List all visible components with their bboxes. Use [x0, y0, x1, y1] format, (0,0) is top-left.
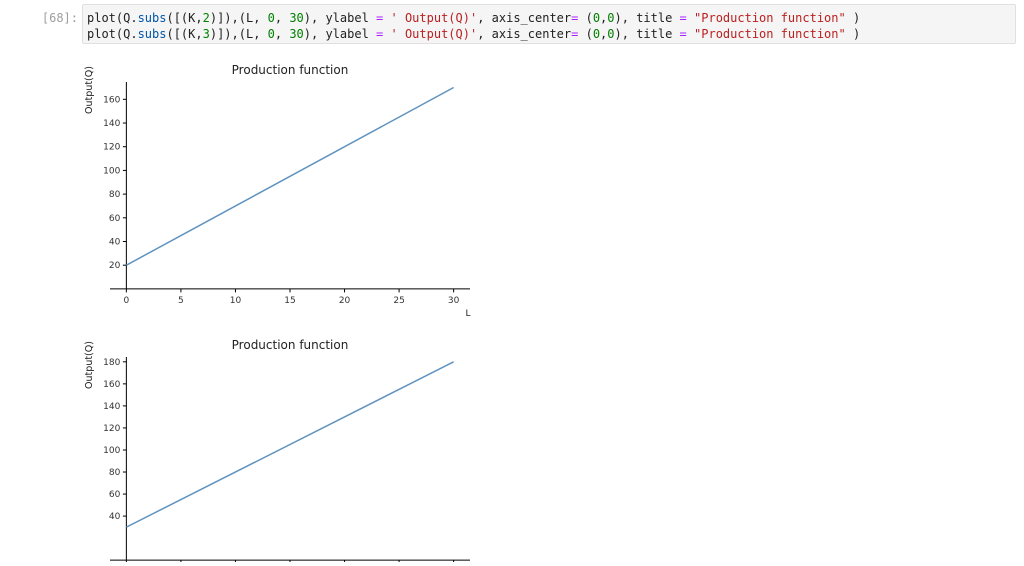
y-tick-label: 80 [109, 190, 121, 200]
code-token: = [571, 11, 579, 25]
chart-1: Production functionOutput(Q)204060801001… [84, 63, 471, 319]
chart-title: Production function [232, 63, 349, 77]
code-token: ( [578, 11, 593, 25]
y-axis-label: Output(Q) [84, 341, 95, 389]
code-token: 0 [592, 27, 601, 41]
y-tick-label: 100 [103, 166, 120, 176]
code-token: = [679, 11, 687, 25]
cell-prompt: [68]: [41, 11, 78, 25]
code-token: ), title [614, 11, 680, 25]
code-token: ( [578, 27, 593, 41]
cell-output: Production function Output(Q) 20 40 60 80 100 1… [82, 52, 502, 564]
code-token: ) [845, 27, 861, 41]
code-token: , axis_center [477, 27, 572, 41]
output-figures: Production functionOutput(Q)204060801001… [84, 63, 471, 564]
y-tick-label: 40 [109, 238, 121, 248]
code-token: 0 [592, 11, 601, 25]
code-token: "Production function" [694, 11, 846, 25]
series-line [126, 361, 454, 528]
y-tick-label: 120 [103, 424, 120, 434]
x-tick-label: 25 [393, 296, 404, 306]
code-token: , [600, 27, 608, 41]
code-token: ), ylabel [303, 11, 377, 25]
code-token: ), ylabel [303, 27, 377, 41]
code-token [687, 11, 694, 25]
code-token: ' Output(Q)' [390, 27, 478, 41]
series-line [126, 86, 454, 266]
code-token: "Production function" [694, 27, 846, 41]
code-cell[interactable]: plot(Q.subs([(K,2)]),(L, 0, 30), ylabel … [82, 4, 1016, 44]
code-token: ) [845, 11, 861, 25]
code-token: )]),(L, [209, 11, 268, 25]
code-line: plot(Q.subs([(K,3)]),(L, 0, 30), ylabel … [87, 26, 1011, 42]
y-tick-label: 100 [103, 446, 120, 456]
y-tick-label: 20 [109, 261, 121, 271]
code-token: = [376, 27, 384, 41]
x-tick-label: 0 [123, 296, 129, 306]
y-tick-label: 140 [103, 402, 120, 412]
code-token: , axis_center [477, 11, 572, 25]
code-token: subs [137, 27, 167, 41]
code-token: 0 [267, 11, 275, 25]
code-token: = [571, 27, 579, 41]
chart-title: Production function [232, 338, 349, 352]
code-token: ([(K, [166, 11, 203, 25]
code-token: 30 [289, 27, 304, 41]
code-token [383, 27, 390, 41]
y-tick-label: 160 [103, 95, 120, 105]
code-token: 2 [202, 11, 210, 25]
code-token: = [679, 27, 687, 41]
y-tick-label: 60 [109, 214, 121, 224]
x-tick-label: 10 [230, 296, 242, 306]
x-tick-label: 15 [284, 296, 295, 306]
code-token: )]),(L, [209, 27, 268, 41]
y-tick-label: 140 [103, 119, 120, 129]
code-token: 0 [267, 27, 275, 41]
x-axis-label: L [465, 309, 470, 319]
code-token: plot(Q. [87, 11, 138, 25]
code-token: ), title [614, 27, 680, 41]
x-tick-label: 20 [339, 296, 351, 306]
code-token: = [376, 11, 384, 25]
y-tick-label: 80 [109, 468, 121, 478]
code-token: 0 [607, 11, 615, 25]
code-token: ' Output(Q)' [390, 11, 478, 25]
code-token [687, 27, 694, 41]
chart-2: Production function Output(Q) 40 60 80 100 120… [84, 338, 470, 564]
code-token [383, 11, 390, 25]
code-token: 3 [202, 27, 210, 41]
x-tick-label: 30 [448, 296, 460, 306]
code-token: subs [137, 11, 167, 25]
y-tick-label: 120 [103, 143, 120, 153]
code-token: , [274, 11, 290, 25]
code-token: 0 [607, 27, 615, 41]
code-token: ([(K, [166, 27, 203, 41]
y-axis-label: Output(Q) [84, 66, 95, 114]
code-token: , [600, 11, 608, 25]
code-line: plot(Q.subs([(K,2)]),(L, 0, 30), ylabel … [87, 10, 1011, 26]
code-token: plot(Q. [87, 27, 138, 41]
code-token: , [274, 27, 290, 41]
y-tick-label: 40 [109, 512, 121, 522]
y-tick-label: 180 [103, 358, 120, 368]
y-tick-label: 60 [109, 490, 121, 500]
x-tick-label: 5 [178, 296, 184, 306]
y-tick-label: 160 [103, 380, 120, 390]
code-token: 30 [289, 11, 304, 25]
